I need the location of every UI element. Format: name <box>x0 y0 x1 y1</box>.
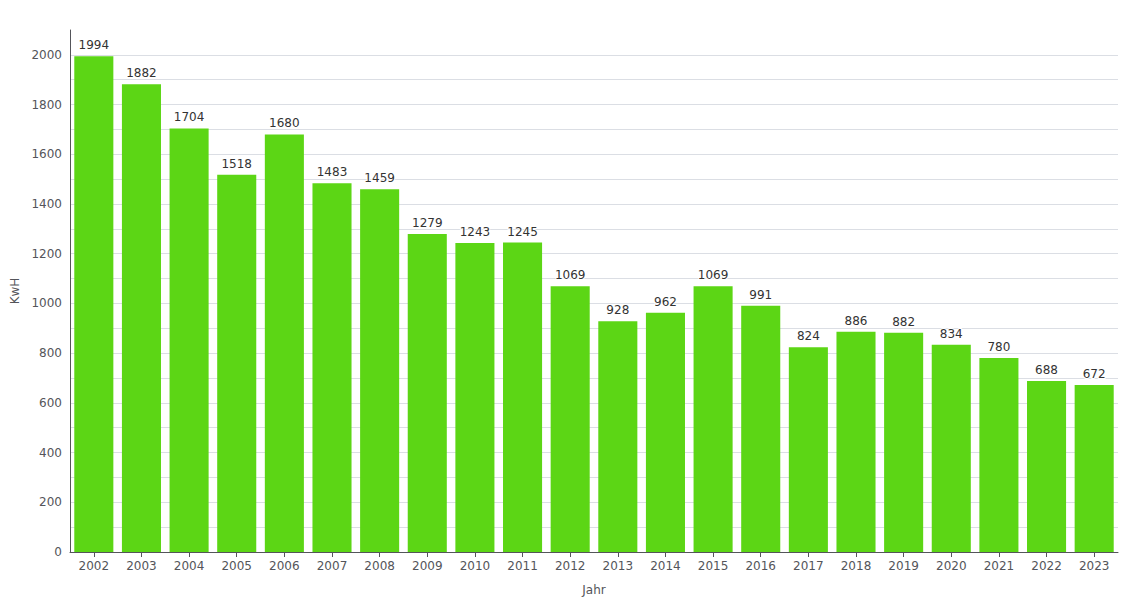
svg-text:886: 886 <box>845 314 868 328</box>
svg-text:2020: 2020 <box>936 559 967 573</box>
svg-text:2007: 2007 <box>317 559 348 573</box>
svg-text:1245: 1245 <box>507 225 538 239</box>
svg-text:2008: 2008 <box>364 559 395 573</box>
svg-text:2002: 2002 <box>79 559 110 573</box>
svg-text:1243: 1243 <box>460 225 491 239</box>
svg-text:800: 800 <box>39 346 62 360</box>
svg-text:962: 962 <box>654 295 677 309</box>
svg-text:200: 200 <box>39 495 62 509</box>
svg-text:2016: 2016 <box>745 559 776 573</box>
svg-text:2009: 2009 <box>412 559 443 573</box>
svg-text:KwH: KwH <box>8 278 22 305</box>
svg-text:2014: 2014 <box>650 559 681 573</box>
svg-text:0: 0 <box>54 545 62 559</box>
svg-text:1994: 1994 <box>79 38 110 52</box>
svg-text:1600: 1600 <box>31 147 62 161</box>
svg-text:2000: 2000 <box>31 48 62 62</box>
svg-text:1069: 1069 <box>555 268 586 282</box>
svg-text:2018: 2018 <box>841 559 872 573</box>
svg-text:Jahr: Jahr <box>581 583 605 597</box>
svg-text:780: 780 <box>987 340 1010 354</box>
svg-text:1518: 1518 <box>221 157 252 171</box>
svg-text:2004: 2004 <box>174 559 205 573</box>
svg-text:1459: 1459 <box>364 171 395 185</box>
svg-text:2013: 2013 <box>603 559 634 573</box>
svg-text:2006: 2006 <box>269 559 300 573</box>
svg-text:1000: 1000 <box>31 296 62 310</box>
svg-text:2021: 2021 <box>984 559 1015 573</box>
svg-text:1400: 1400 <box>31 197 62 211</box>
svg-text:2017: 2017 <box>793 559 824 573</box>
svg-text:1882: 1882 <box>126 66 157 80</box>
svg-text:600: 600 <box>39 396 62 410</box>
svg-text:2010: 2010 <box>460 559 491 573</box>
svg-text:2023: 2023 <box>1079 559 1110 573</box>
svg-text:688: 688 <box>1035 363 1058 377</box>
svg-text:1800: 1800 <box>31 98 62 112</box>
svg-text:1704: 1704 <box>174 110 205 124</box>
svg-text:400: 400 <box>39 446 62 460</box>
svg-text:1483: 1483 <box>317 165 348 179</box>
svg-text:1680: 1680 <box>269 116 300 130</box>
svg-text:672: 672 <box>1083 367 1106 381</box>
svg-text:1069: 1069 <box>698 268 729 282</box>
svg-text:2003: 2003 <box>126 559 157 573</box>
svg-text:2005: 2005 <box>221 559 252 573</box>
svg-text:928: 928 <box>606 303 629 317</box>
svg-text:2015: 2015 <box>698 559 729 573</box>
svg-text:2022: 2022 <box>1031 559 1062 573</box>
svg-text:991: 991 <box>749 288 772 302</box>
svg-text:2011: 2011 <box>507 559 538 573</box>
svg-text:824: 824 <box>797 329 820 343</box>
svg-text:2019: 2019 <box>888 559 919 573</box>
svg-text:2012: 2012 <box>555 559 586 573</box>
svg-text:1279: 1279 <box>412 216 443 230</box>
svg-text:834: 834 <box>940 327 963 341</box>
svg-text:1200: 1200 <box>31 247 62 261</box>
svg-text:882: 882 <box>892 315 915 329</box>
